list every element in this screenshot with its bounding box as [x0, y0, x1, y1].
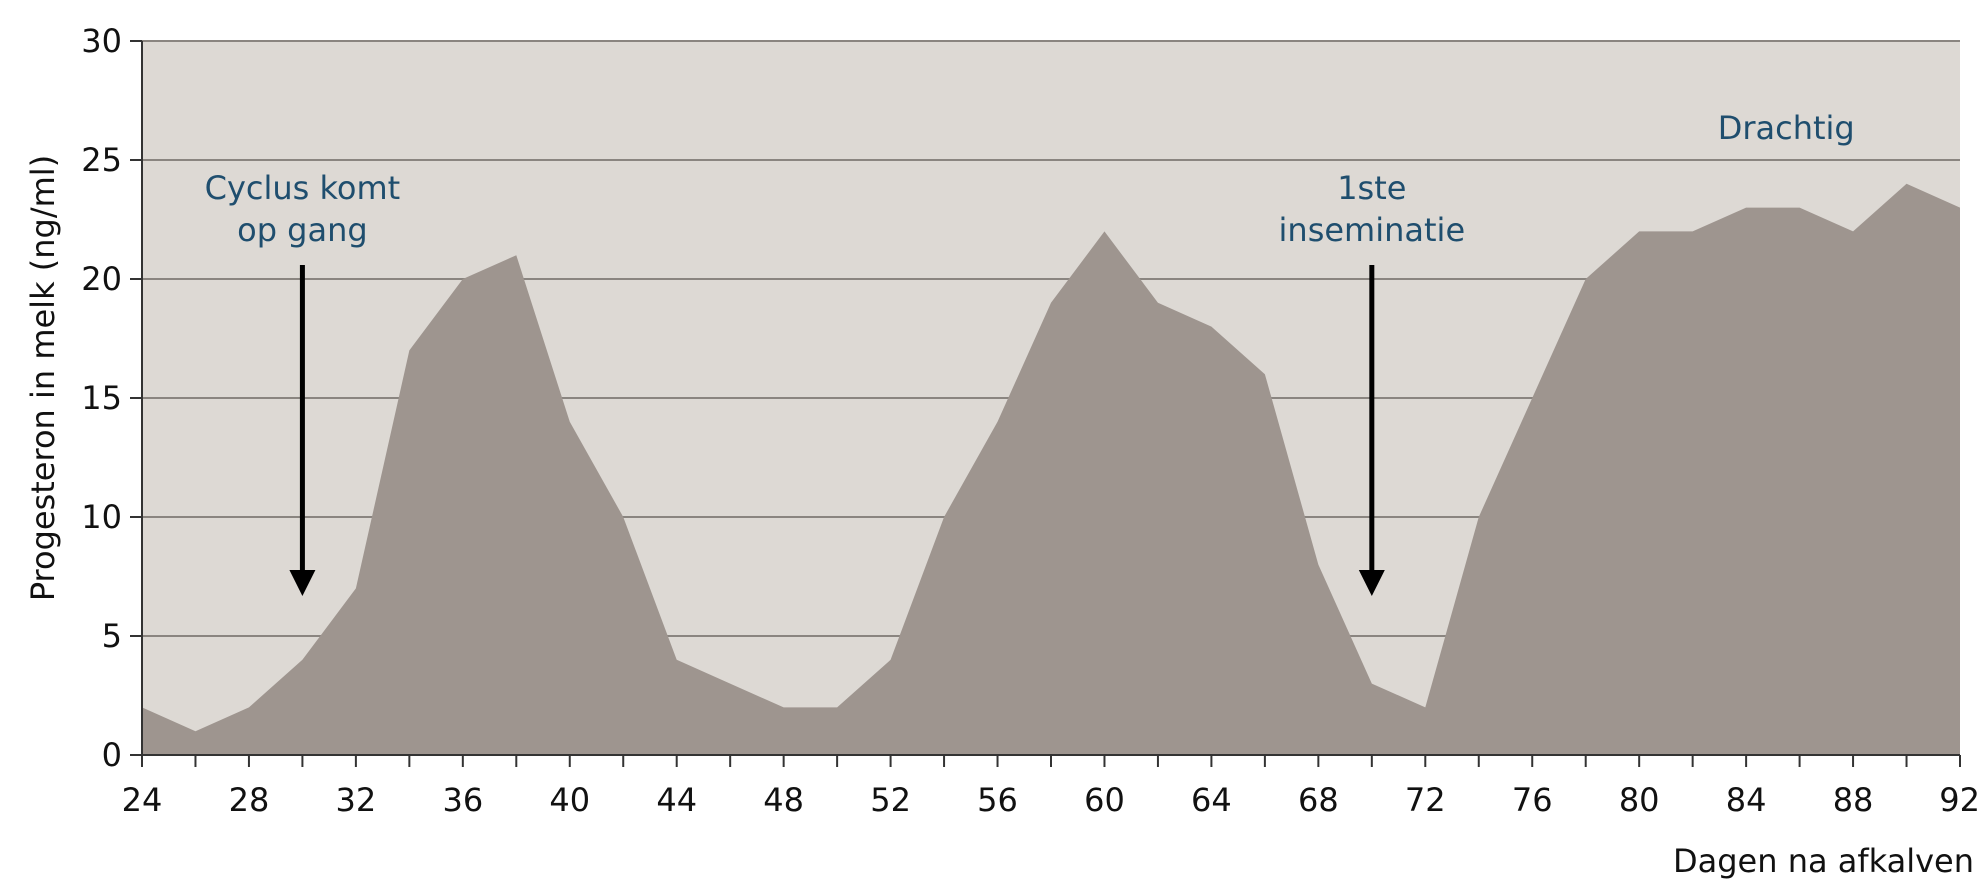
- x-tick-label: 36: [442, 781, 483, 819]
- x-tick-label: 52: [870, 781, 911, 819]
- annotation-label: 1ste: [1337, 169, 1406, 207]
- y-tick-label: 5: [102, 617, 122, 655]
- y-tick-label: 30: [81, 22, 122, 60]
- x-axis-title: Dagen na afkalven: [1673, 842, 1974, 880]
- annotation: Drachtig: [1718, 109, 1855, 147]
- annotation: 1ste inseminatie: [1279, 169, 1466, 596]
- annotation-label: inseminatie: [1279, 211, 1466, 249]
- x-tick-label: 44: [656, 781, 697, 819]
- arrow-down-icon: [1358, 570, 1385, 596]
- x-tick-label: 68: [1298, 781, 1339, 819]
- y-tick-label: 20: [81, 260, 122, 298]
- x-tick-label: 32: [336, 781, 377, 819]
- y-axis-title: Progesteron in melk (ng/ml): [24, 155, 62, 601]
- x-tick-label: 64: [1191, 781, 1232, 819]
- x-tick-label: 28: [229, 781, 270, 819]
- x-tick-labels: 24 28 32 36 40 44 48 52 56 60 64 68 72 76 80 84 88 92: [122, 781, 1980, 819]
- axes: [130, 40, 1961, 767]
- annotation-label: Cyclus komt: [205, 169, 401, 207]
- y-tick-label: 10: [81, 498, 122, 536]
- x-tick-label: 88: [1833, 781, 1874, 819]
- x-tick-label: 24: [122, 781, 163, 819]
- annotation-label: op gang: [237, 211, 368, 249]
- x-tick-label: 56: [977, 781, 1018, 819]
- x-tick-label: 92: [1939, 781, 1980, 819]
- y-tick-label: 0: [102, 736, 122, 774]
- y-tick-labels: 0 5 10 15 20 25 30: [81, 22, 122, 774]
- x-tick-label: 72: [1405, 781, 1446, 819]
- y-tick-label: 15: [81, 379, 122, 417]
- x-tick-label: 80: [1619, 781, 1660, 819]
- progesterone-area: [142, 183, 1960, 756]
- x-tick-label: 60: [1084, 781, 1125, 819]
- x-tick-label: 40: [549, 781, 590, 819]
- annotation-label: Drachtig: [1718, 109, 1855, 147]
- arrow-down-icon: [289, 570, 316, 596]
- x-tick-label: 84: [1726, 781, 1767, 819]
- y-tick-label: 25: [81, 141, 122, 179]
- annotations: Cyclus komt op gang 1ste inseminatie Drachti…: [205, 109, 1855, 596]
- x-tick-label: 76: [1512, 781, 1553, 819]
- annotation: Cyclus komt op gang: [205, 169, 401, 596]
- x-tick-label: 48: [763, 781, 804, 819]
